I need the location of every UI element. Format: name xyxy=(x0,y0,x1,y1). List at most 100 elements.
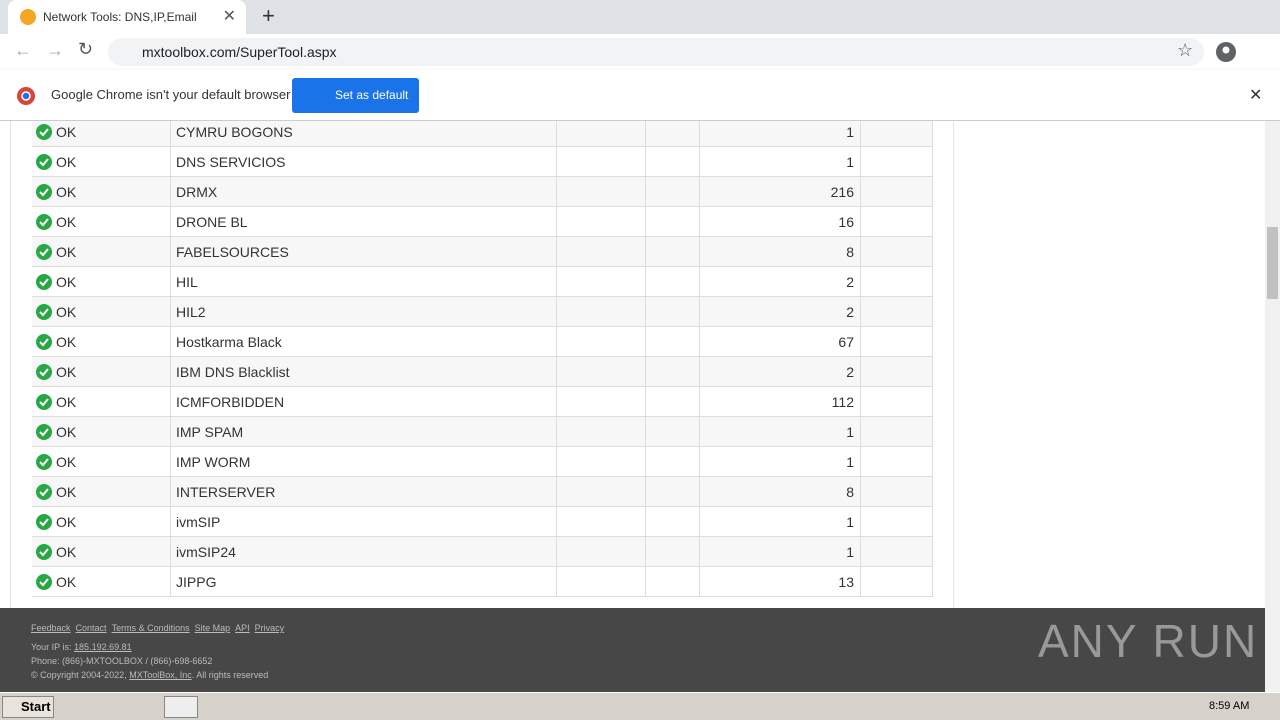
profile[interactable] xyxy=(1216,42,1236,62)
status: OK xyxy=(56,514,77,530)
status: OK xyxy=(56,154,77,170)
status: OK xyxy=(56,244,77,260)
start-label: Start xyxy=(21,699,51,714)
status: OK xyxy=(56,274,77,290)
cell xyxy=(860,567,933,597)
blacklist-name: INTERSERVER xyxy=(170,477,556,507)
status: OK xyxy=(56,424,77,440)
count: 1 xyxy=(699,537,860,567)
tab-strip: Network Tools: DNS,IP,Email ✕ + xyxy=(0,0,1280,34)
status: OK xyxy=(56,544,77,560)
blacklist-name: Hostkarma Black xyxy=(170,327,556,357)
ok-icon xyxy=(36,274,52,290)
start-button[interactable]: Start xyxy=(2,696,54,718)
reload[interactable]: ↻ xyxy=(78,39,94,59)
company-link[interactable]: MXToolBox, Inc xyxy=(129,670,192,680)
status: OK xyxy=(56,454,77,470)
cell xyxy=(556,177,645,207)
status: OK xyxy=(56,364,77,380)
count: 2 xyxy=(699,267,860,297)
blacklist-name: ICMFORBIDDEN xyxy=(170,387,556,417)
blacklist-name: IBM DNS Blacklist xyxy=(170,357,556,387)
footer-link[interactable]: Privacy xyxy=(254,623,285,633)
footer-link[interactable]: API xyxy=(235,623,250,633)
cell xyxy=(556,121,645,147)
cell xyxy=(860,177,933,207)
table-row: OK Hostkarma Black 67 xyxy=(32,327,933,357)
scroll-thumb[interactable] xyxy=(1267,227,1278,299)
blacklist-name: DNS SERVICIOS xyxy=(170,147,556,177)
table-row: OK ivmSIP 1 xyxy=(32,507,933,537)
blacklist-name: IMP WORM xyxy=(170,447,556,477)
count: 1 xyxy=(699,121,860,147)
url: mxtoolbox.com/SuperTool.aspx xyxy=(142,44,337,60)
tab[interactable]: Network Tools: DNS,IP,Email ✕ xyxy=(8,0,246,34)
back[interactable]: ← xyxy=(14,40,32,60)
status: OK xyxy=(56,304,77,320)
cell xyxy=(556,147,645,177)
blacklist-name: JIPPG xyxy=(170,567,556,597)
forward[interactable]: → xyxy=(46,40,64,60)
ip-line: Your IP is: 185.192.69.81 xyxy=(31,642,137,652)
new-tab[interactable]: + xyxy=(262,3,275,28)
ok-icon xyxy=(36,334,52,350)
set-default-button[interactable]: Set as default xyxy=(292,78,419,113)
table-row: OK DRMX 216 xyxy=(32,177,933,207)
chrome-icon xyxy=(17,87,35,105)
table-row: OK HIL 2 xyxy=(32,267,933,297)
blacklist-name: IMP SPAM xyxy=(170,417,556,447)
table-row: OK DRONE BL 16 xyxy=(32,207,933,237)
count: 8 xyxy=(699,477,860,507)
cell xyxy=(860,357,933,387)
infobar-close[interactable]: ✕ xyxy=(1249,87,1263,104)
footer-link[interactable]: Feedback xyxy=(31,623,71,633)
tab-close[interactable]: ✕ xyxy=(222,8,236,25)
cell xyxy=(860,147,933,177)
table-row: OK INTERSERVER 8 xyxy=(32,477,933,507)
ok-icon xyxy=(36,124,52,140)
infobar: Google Chrome isn't your default browser… xyxy=(0,70,1280,121)
footer-link[interactable]: Contact xyxy=(75,623,107,633)
blacklist-name: DRMX xyxy=(170,177,556,207)
footer-links: Feedback Contact Terms & Conditions Site Ma… xyxy=(31,623,289,633)
cell xyxy=(860,507,933,537)
ok-icon xyxy=(36,574,52,590)
status: OK xyxy=(56,484,77,500)
cell xyxy=(556,567,645,597)
button-label: Set as default xyxy=(335,88,409,102)
cell xyxy=(860,237,933,267)
cell xyxy=(645,207,699,237)
blacklist-name: ivmSIP xyxy=(170,507,556,537)
ip-link[interactable]: 185.192.69.81 xyxy=(74,642,132,652)
footer-link[interactable]: Terms & Conditions xyxy=(111,623,190,633)
scrollbar[interactable] xyxy=(1265,121,1280,692)
address-bar[interactable]: mxtoolbox.com/SuperTool.aspx xyxy=(108,38,1204,66)
rights: . All rights reserved xyxy=(191,670,269,680)
ok-icon xyxy=(36,184,52,200)
toolbar: ← → ↻ mxtoolbox.com/SuperTool.aspx ☆ xyxy=(0,34,1280,70)
cell xyxy=(645,121,699,147)
ip-label: Your IP is: xyxy=(31,642,72,652)
ok-icon xyxy=(36,214,52,230)
cell xyxy=(860,327,933,357)
phone: Phone: (866)-MXTOOLBOX / (866)-698-6652 xyxy=(31,656,213,666)
cell xyxy=(556,477,645,507)
status: OK xyxy=(56,214,77,230)
footer-link[interactable]: Site Map xyxy=(194,623,231,633)
ok-icon xyxy=(36,454,52,470)
cell xyxy=(556,507,645,537)
cell xyxy=(645,417,699,447)
chrome-task[interactable] xyxy=(164,696,198,718)
count: 13 xyxy=(699,567,860,597)
cell xyxy=(645,267,699,297)
ok-icon xyxy=(36,154,52,170)
cell xyxy=(860,267,933,297)
cell xyxy=(645,357,699,387)
table-row: OK DNS SERVICIOS 1 xyxy=(32,147,933,177)
tab-title: Network Tools: DNS,IP,Email xyxy=(43,10,197,24)
bookmark[interactable]: ☆ xyxy=(1177,40,1194,60)
cell xyxy=(645,387,699,417)
count: 112 xyxy=(699,387,860,417)
count: 8 xyxy=(699,237,860,267)
